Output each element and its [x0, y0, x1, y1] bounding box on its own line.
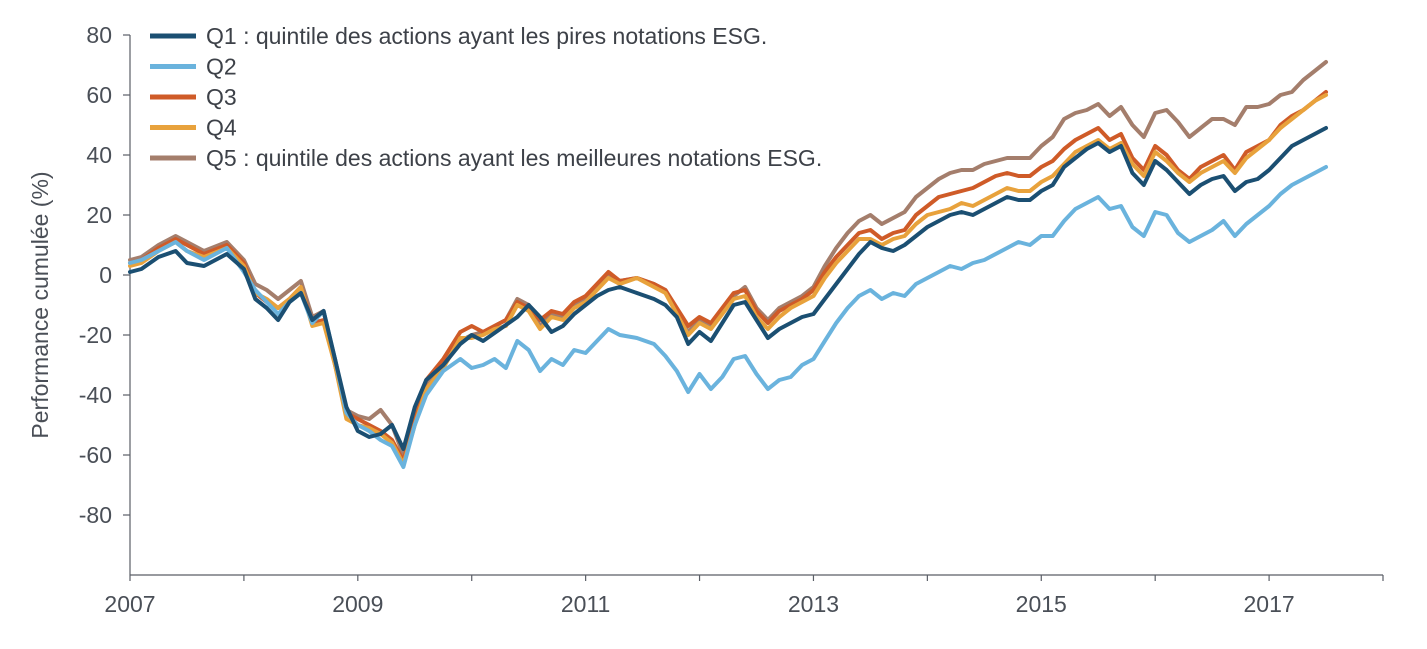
legend-label-q4: Q4 — [206, 115, 237, 141]
legend-label-q5: Q5 : quintile des actions ayant les meil… — [206, 145, 822, 171]
series-layer — [128, 60, 1328, 469]
legend-label-q1: Q1 : quintile des actions ayant les pire… — [206, 23, 767, 49]
y-tick-label: -80 — [79, 502, 112, 528]
x-axis: 2007 2009 2011 2013 2015 2017 — [104, 574, 1384, 617]
y-axis-title: Performance cumulée (%) — [27, 171, 53, 438]
y-tick-label: 80 — [86, 22, 112, 48]
y-tick-label: 0 — [99, 262, 112, 288]
series-line-q1 — [128, 126, 1328, 451]
series-line-q5 — [128, 60, 1328, 457]
x-tick-label: 2007 — [104, 591, 155, 617]
x-axis-ticks: 2007 2009 2011 2013 2015 2017 — [104, 575, 1384, 617]
x-tick-label: 2015 — [1016, 591, 1067, 617]
legend: Q1 : quintile des actions ayant les pire… — [150, 23, 822, 171]
series-line-q3 — [128, 90, 1328, 463]
x-tick-label: 2011 — [561, 591, 610, 617]
y-tick-label: -40 — [79, 382, 112, 408]
y-tick-label: 40 — [86, 142, 112, 168]
legend-label-q3: Q3 — [206, 84, 237, 110]
y-axis: 80 60 40 20 0 -20 -40 -60 -80 Performance cumulé… — [27, 22, 131, 575]
y-tick-label: 20 — [86, 202, 112, 228]
y-axis-ticks: 80 60 40 20 0 -20 -40 -60 -80 — [79, 22, 130, 528]
y-tick-label: 60 — [86, 82, 112, 108]
x-tick-label: 2017 — [1244, 591, 1295, 617]
x-tick-label: 2009 — [332, 591, 383, 617]
y-tick-label: -60 — [79, 442, 112, 468]
y-tick-label: -20 — [79, 322, 112, 348]
x-tick-label: 2013 — [788, 591, 839, 617]
legend-label-q2: Q2 — [206, 54, 237, 80]
